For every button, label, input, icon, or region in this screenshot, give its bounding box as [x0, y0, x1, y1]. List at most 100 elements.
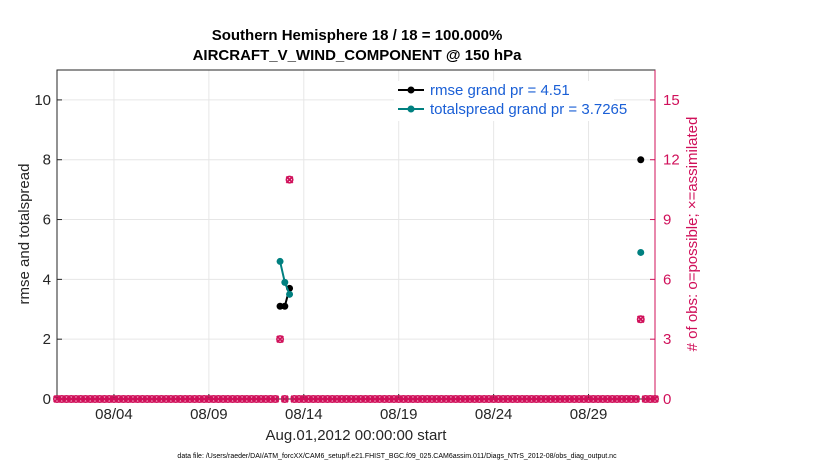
obs-possible-marker — [480, 394, 489, 403]
obs-possible-marker — [622, 394, 631, 403]
obs-possible-marker — [584, 394, 593, 403]
x-tick-label: 08/04 — [95, 406, 133, 423]
obs-possible-marker — [238, 394, 247, 403]
obs-possible-marker — [432, 394, 441, 403]
obs-possible-marker — [323, 394, 332, 403]
right-y-tick-label: 3 — [663, 331, 671, 348]
obs-possible-marker — [86, 394, 95, 403]
obs-possible-marker — [565, 394, 574, 403]
obs-possible-marker — [185, 394, 194, 403]
obs-possible-marker — [176, 394, 185, 403]
obs-possible-marker — [200, 394, 209, 403]
obs-possible-marker — [513, 394, 522, 403]
obs-assimilated-marker — [636, 315, 645, 324]
obs-assimilated-stroke — [636, 315, 645, 324]
obs-possible-marker — [484, 394, 493, 403]
obs-possible-marker — [375, 394, 384, 403]
obs-assimilated-marker — [280, 395, 289, 403]
right-y-tick-label: 0 — [663, 391, 671, 408]
obs-possible-marker — [470, 394, 479, 403]
legend-totalspread-marker — [407, 105, 415, 113]
obs-possible-marker — [413, 394, 422, 403]
obs-possible-marker — [105, 394, 114, 403]
obs-possible-marker — [271, 394, 280, 403]
obs-possible-marker — [219, 394, 228, 403]
obs-possible-marker — [361, 394, 370, 403]
obs-possible-marker — [133, 394, 142, 403]
obs-possible-marker — [366, 394, 375, 403]
x-tick-label: 08/09 — [190, 406, 228, 423]
obs-assimilated-marker — [285, 175, 294, 184]
obs-possible-marker — [328, 394, 337, 403]
totalspread-point — [281, 278, 289, 286]
obs-possible-marker — [162, 394, 171, 403]
obs-assimilated-stroke — [280, 395, 289, 403]
obs-possible-marker — [575, 394, 584, 403]
obs-possible-marker — [560, 394, 569, 403]
obs-possible-marker — [570, 394, 579, 403]
obs-possible-marker — [233, 394, 242, 403]
obs-possible-marker — [347, 394, 356, 403]
obs-possible-marker — [57, 394, 66, 403]
obs-possible-marker — [541, 394, 550, 403]
obs-possible-marker — [214, 394, 223, 403]
left-y-tick-label: 4 — [43, 271, 51, 288]
obs-possible-marker — [399, 394, 408, 403]
left-y-tick-label: 10 — [34, 92, 51, 109]
right-y-tick-label: 6 — [663, 271, 671, 288]
obs-possible-marker — [124, 394, 133, 403]
obs-possible-marker — [100, 394, 109, 403]
grid-lines — [57, 70, 655, 399]
obs-possible-marker — [67, 394, 76, 403]
x-tick-label: 08/29 — [570, 406, 608, 423]
obs-possible-marker — [71, 394, 80, 403]
obs-possible-marker — [598, 394, 607, 403]
left-y-tick-label: 6 — [43, 212, 51, 229]
obs-assimilated-marker — [276, 335, 284, 344]
obs-possible-marker — [261, 394, 270, 403]
x-tick-label: 08/14 — [285, 406, 323, 423]
obs-possible-marker — [603, 394, 612, 403]
obs-assimilated-marker — [651, 395, 659, 403]
obs-possible-marker — [370, 394, 379, 403]
right-y-tick-label: 15 — [663, 92, 680, 109]
obs-possible-marker — [128, 394, 137, 403]
obs-possible-marker — [608, 394, 617, 403]
obs-possible-marker — [333, 394, 342, 403]
chart-title-line2: AIRCRAFT_V_WIND_COMPONENT @ 150 hPa — [193, 47, 523, 64]
obs-possible-marker — [62, 394, 71, 403]
totalspread-line — [279, 261, 291, 295]
x-tick-label: 08/19 — [380, 406, 418, 423]
right-axis: 0 3 6 9 12 15 — [650, 70, 680, 408]
left-y-tick-label: 2 — [43, 331, 51, 348]
totalspread-point — [276, 257, 284, 265]
obs-possible-marker — [518, 394, 527, 403]
obs-possible-marker — [314, 394, 323, 403]
obs-possible-marker — [437, 394, 446, 403]
left-axis: 0 2 4 6 8 10 — [34, 92, 62, 408]
left-y-tick-label: 0 — [43, 391, 51, 408]
totalspread-point — [637, 248, 645, 256]
obs-possible-marker — [627, 394, 636, 403]
obs-possible-marker — [589, 394, 598, 403]
legend-rmse-label: rmse grand pr = 4.51 — [430, 82, 570, 99]
obs-possible-marker — [242, 394, 251, 403]
legend-box — [394, 81, 614, 121]
obs-possible-marker — [280, 394, 289, 403]
obs-possible-marker — [494, 394, 503, 403]
obs-possible-marker — [522, 394, 531, 403]
obs-possible-marker — [646, 394, 655, 403]
obs-possible-marker — [427, 394, 436, 403]
obs-possible-marker — [423, 394, 432, 403]
obs-possible-marker — [318, 394, 327, 403]
obs-possible-marker — [276, 335, 285, 344]
legend-rmse-marker — [407, 86, 415, 94]
obs-possible-marker — [461, 394, 470, 403]
obs-possible-marker — [579, 394, 588, 403]
right-y-tick-label: 9 — [663, 212, 671, 229]
obs-possible-marker — [508, 394, 517, 403]
obs-possible-marker — [304, 394, 313, 403]
obs-possible-marker — [650, 394, 659, 403]
x-axis-label: Aug.01,2012 00:00:00 start — [266, 427, 448, 444]
obs-assimilated-marker — [632, 395, 640, 403]
